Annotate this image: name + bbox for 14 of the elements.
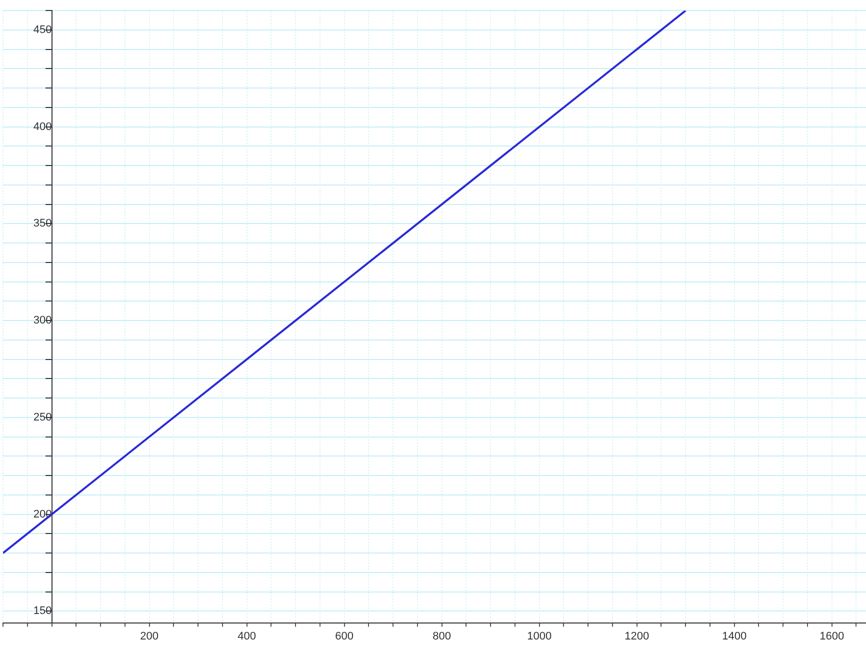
x-tick-label: 200: [140, 630, 158, 642]
x-tick-label: 1400: [722, 630, 747, 642]
y-tick-label: 450: [33, 24, 52, 36]
x-tick-label: 1000: [527, 630, 552, 642]
x-tick-label: 1200: [624, 630, 650, 642]
x-tick-label: 400: [238, 630, 256, 642]
x-tick-label: 1600: [820, 630, 844, 642]
y-tick-label: 400: [33, 120, 52, 133]
y-tick-label: 150: [33, 605, 52, 618]
y-tick-label: 300: [33, 314, 52, 327]
y-tick-label: 250: [33, 411, 52, 424]
x-tick-label: 600: [335, 630, 354, 642]
y-tick-label: 350: [33, 218, 52, 230]
x-tick-label: 800: [432, 630, 451, 642]
